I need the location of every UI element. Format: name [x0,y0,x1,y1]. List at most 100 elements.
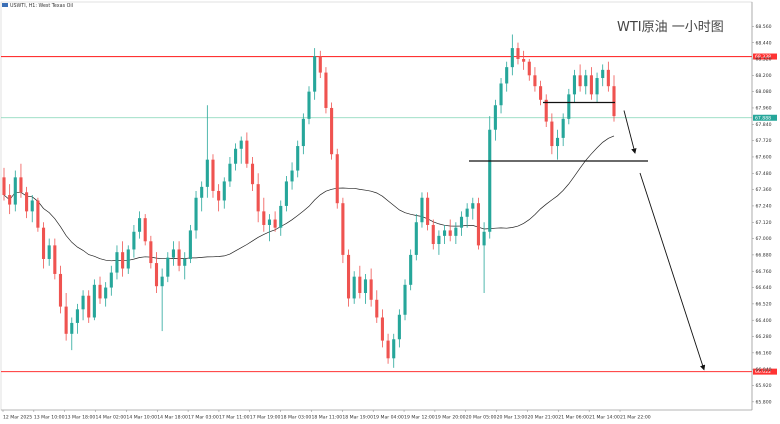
candle-body [53,245,57,274]
candle-body [104,287,108,299]
time-axis[interactable]: 12 Mar 2025 13 Mar 10:00 13 Mar 18:00 14 Ma… [1,409,752,421]
time-tick-label: 20 Mar 05:00 [466,415,497,421]
candle [171,241,175,266]
candle [109,265,113,296]
price-tick-label: 66.160 [756,350,772,356]
candle [36,197,40,232]
candle [149,235,153,269]
candle [550,113,554,155]
candle [267,214,272,242]
price-tick-label: 67.960 [756,106,772,112]
candle-body [606,69,610,87]
candle-body [476,203,480,246]
candle [301,113,305,155]
price-axis[interactable]: 68.560 68.440 68.320 68.200 68.080 67.960 67.8… [751,2,772,410]
candle [589,67,593,100]
candle [341,197,345,264]
candle [533,67,537,92]
candle [239,136,243,164]
time-tick-label: 13 Mar 18:00 [65,415,96,421]
price-tick-label: 68.440 [756,40,772,46]
price-tick-label: 68.080 [756,89,772,95]
candle-body [19,177,23,193]
price-tick-label: 65.920 [756,383,772,389]
price-tick-label: 67.720 [756,138,772,144]
candle-body [262,211,266,225]
time-tick-label: 19 Mar 12:00 [404,415,435,421]
candle-body [516,48,520,59]
candle-body [471,203,475,209]
candle-body [70,322,74,334]
candle-body [550,121,554,147]
candle-body [522,58,526,62]
candle-body [431,224,435,245]
candle [386,333,390,364]
candle-body [448,230,452,236]
candle-body [205,159,209,187]
candle-body [87,295,91,318]
candle-body [177,249,181,266]
candle [166,252,170,283]
candles [2,34,616,368]
candle-body [392,339,396,359]
candle [250,156,255,191]
candle-body [36,200,40,228]
price-tick-label: 66.400 [756,318,772,324]
price-tick-label: 66.040 [756,367,772,373]
candle-body [166,257,170,277]
candle [420,192,424,228]
candle-body [555,137,560,147]
candle-body [595,78,599,95]
candle-body [143,218,147,242]
ma-line [3,135,615,262]
candle-body [149,241,153,264]
time-tick-label: 20 Mar 13:00 [497,415,528,421]
candle [567,88,571,125]
candle-body [250,163,255,185]
candle [313,48,317,100]
candle-body [296,146,300,171]
candle-body [132,231,136,250]
moving-average [3,135,615,262]
candle-body [234,148,238,164]
time-tick-label: 14 Mar 18:00 [157,415,188,421]
time-tick-label: 12 Mar 2025 [3,415,32,421]
price-tick-label: 67.000 [756,236,772,242]
candle [87,290,91,323]
price-levels: 68.338 67.888 66.022 [1,53,777,375]
candle [403,279,407,321]
candle-body [301,118,305,147]
candle [465,203,469,228]
price-tick-label: 66.520 [756,301,772,307]
candle [245,132,249,168]
candle [126,245,130,274]
price-tick-label: 67.360 [756,187,772,193]
candle [606,61,610,92]
candle [324,67,328,114]
candle [154,252,159,293]
candle-body [8,195,12,205]
candle-body [25,192,29,212]
candle-body [465,208,469,217]
price-tick-label: 66.640 [756,285,772,291]
candle-body [561,118,565,138]
candle [414,214,418,261]
candle-body [482,231,486,246]
candle-body [171,249,175,258]
candle [279,200,283,236]
candle-body [346,254,351,299]
candle-body [533,75,537,87]
candle [19,163,23,198]
symbol-label: USWTI, H1: West Texas Oil [10,3,73,9]
candle-body [584,75,588,87]
candle [183,252,187,280]
candle [505,61,509,92]
time-tick-label: 17 Mar 03:00 [188,415,219,421]
candle-body [369,279,373,300]
time-tick-label: 19 Mar 04:00 [373,415,404,421]
candle-body [30,200,34,212]
candle-body [380,317,384,341]
candle [47,238,51,266]
